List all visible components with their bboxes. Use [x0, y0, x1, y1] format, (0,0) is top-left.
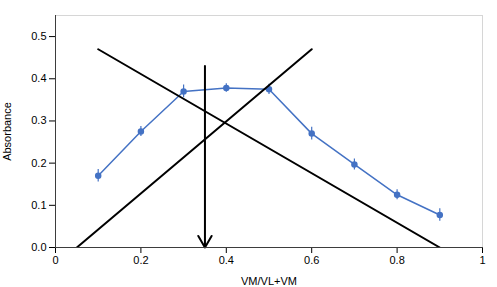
svg-text:0.1: 0.1 — [31, 199, 46, 211]
svg-text:0.3: 0.3 — [31, 114, 46, 126]
svg-text:0.2: 0.2 — [31, 157, 46, 169]
svg-text:Absorbance: Absorbance — [1, 102, 13, 161]
svg-text:0.4: 0.4 — [31, 72, 46, 84]
svg-text:0.0: 0.0 — [31, 241, 46, 253]
svg-text:0.2: 0.2 — [133, 254, 148, 266]
svg-text:0.8: 0.8 — [389, 254, 404, 266]
svg-text:0.4: 0.4 — [219, 254, 234, 266]
svg-text:VM/VL+VM: VM/VL+VM — [241, 275, 297, 287]
svg-text:0.6: 0.6 — [304, 254, 319, 266]
svg-text:0.5: 0.5 — [31, 30, 46, 42]
svg-text:0: 0 — [52, 254, 58, 266]
svg-text:1: 1 — [479, 254, 485, 266]
